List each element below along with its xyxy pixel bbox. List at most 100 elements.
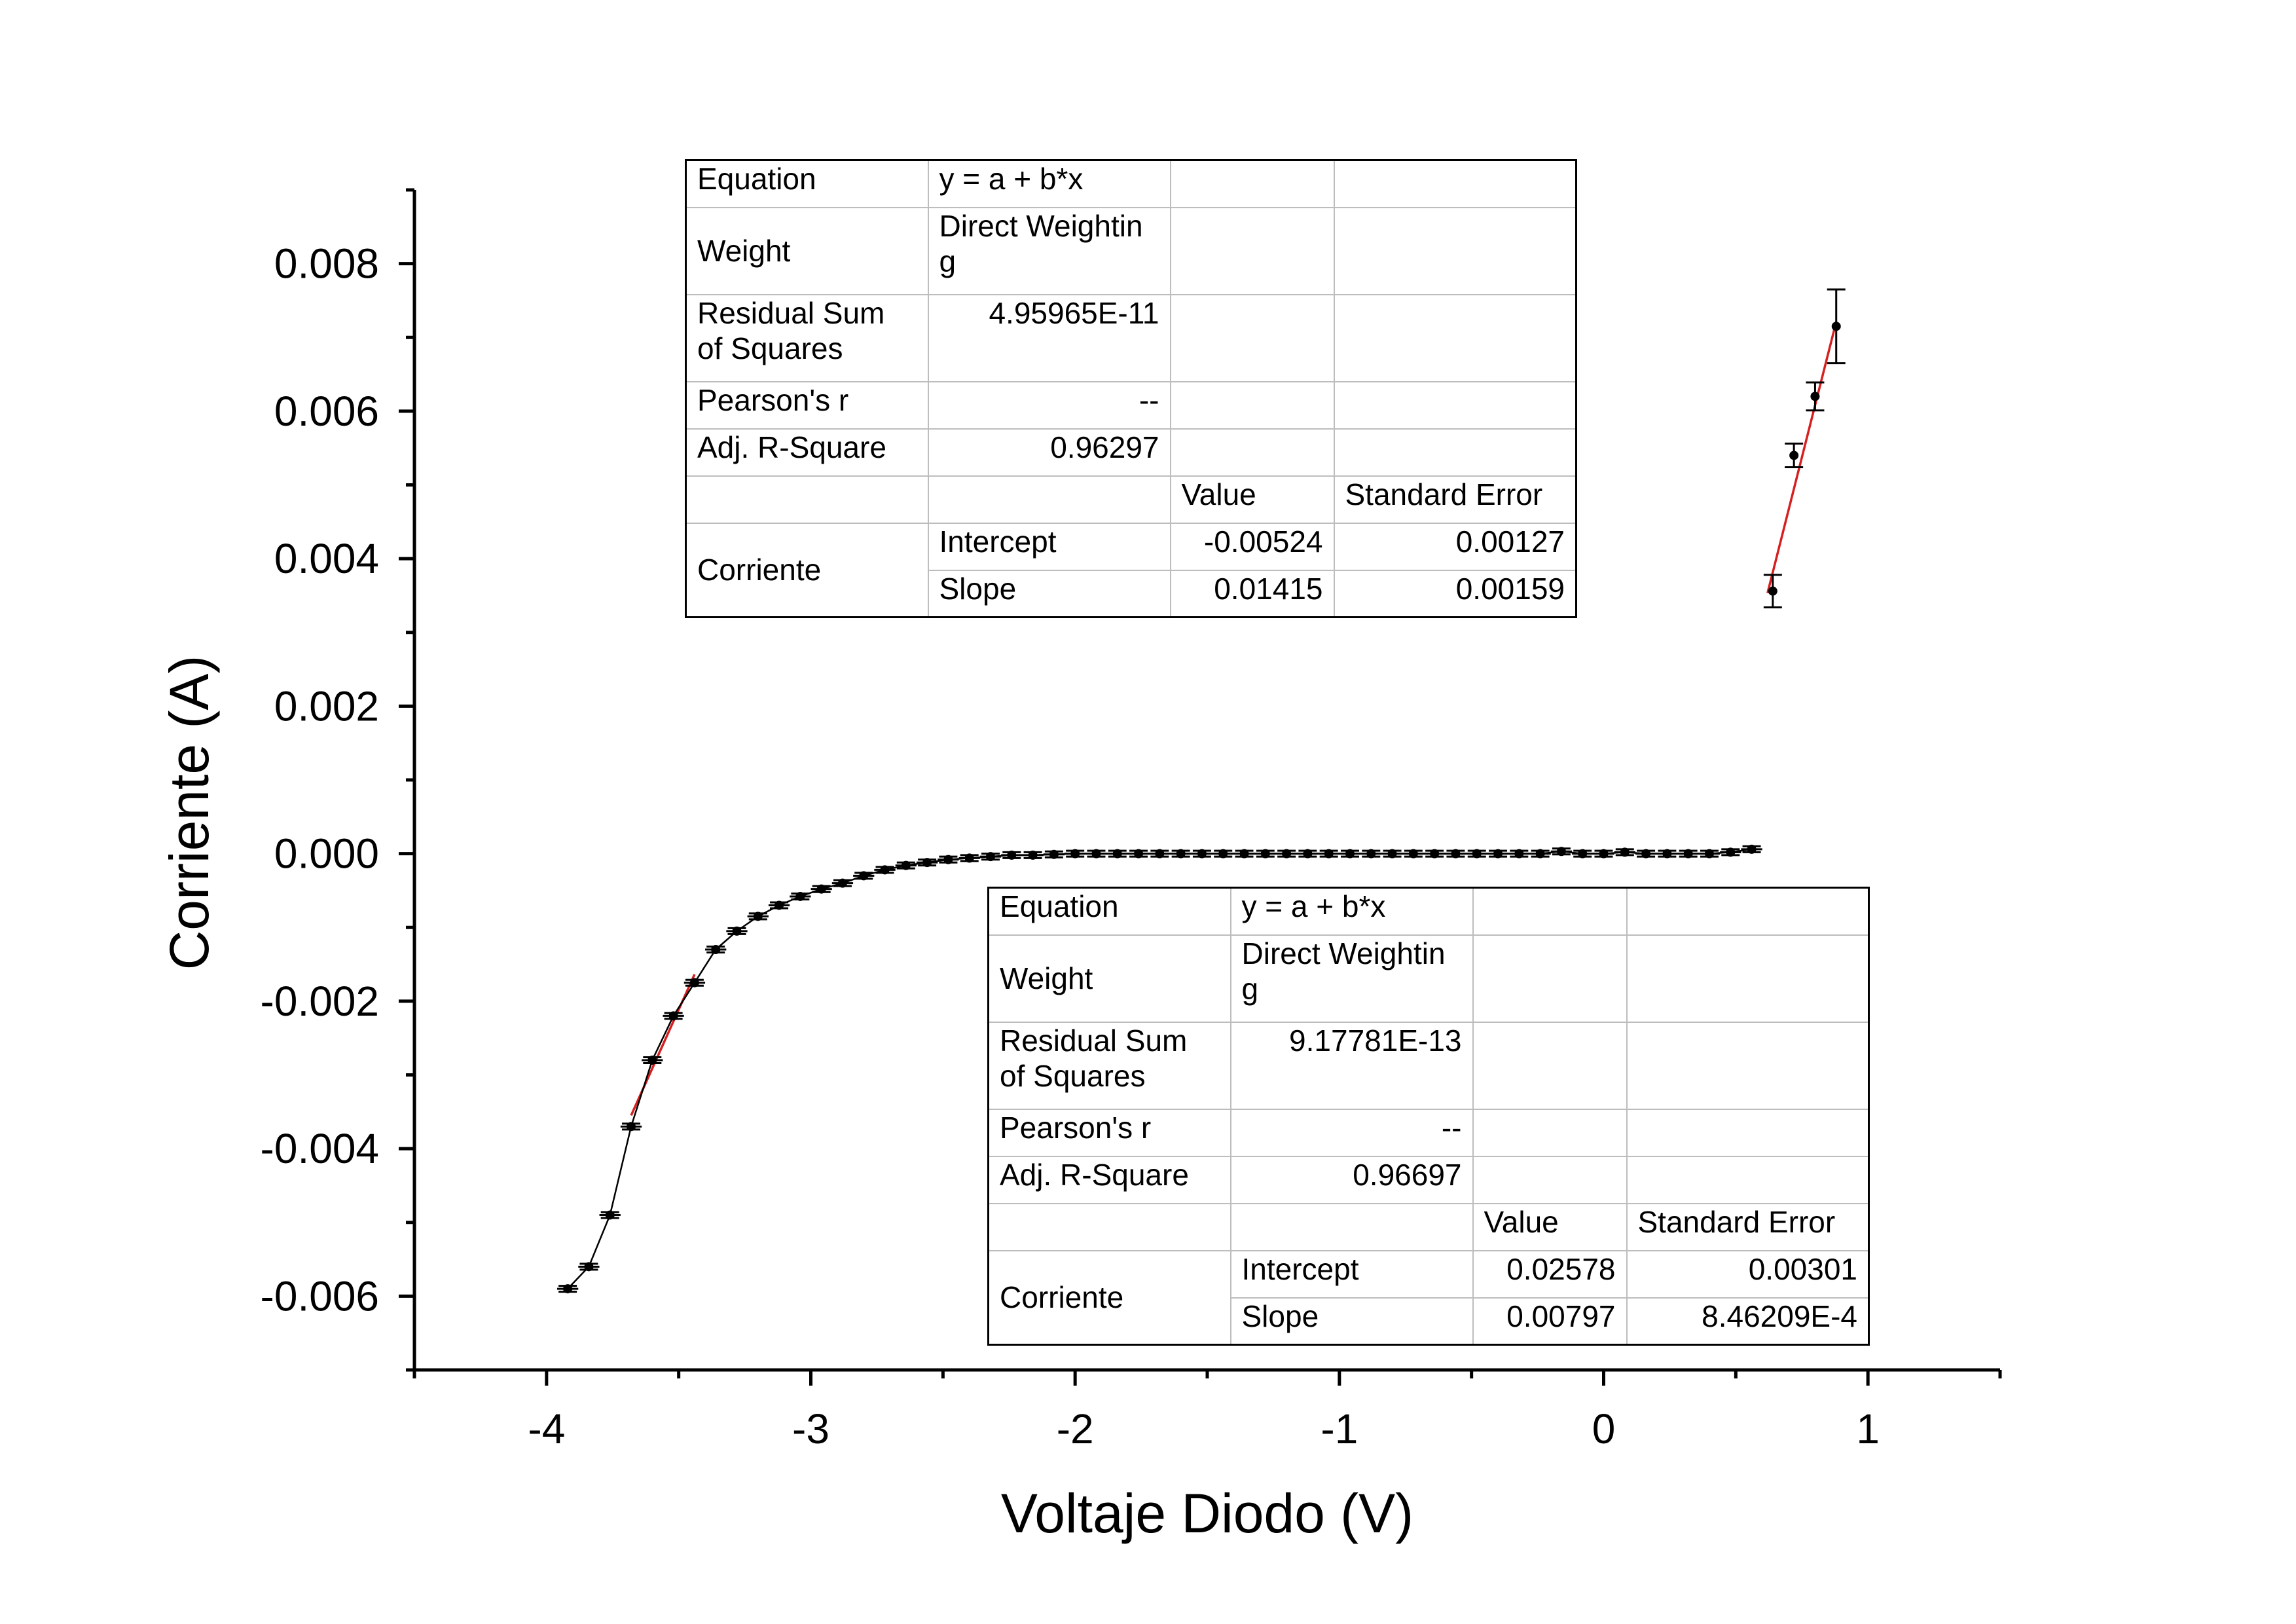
stats-label: Pearson's r [987, 1108, 1231, 1157]
data-point [1212, 849, 1234, 858]
point-marker [711, 945, 721, 955]
point-marker [1662, 849, 1672, 858]
point-marker [859, 871, 869, 881]
stats-value: 0.96297 [927, 428, 1171, 477]
stats-label: Equation [685, 159, 929, 208]
data-point [1022, 850, 1044, 860]
y-tick-label: -0.002 [261, 978, 379, 1025]
point-marker [1303, 849, 1313, 858]
point-marker [1028, 850, 1038, 860]
data-point [1085, 849, 1107, 858]
point-marker [689, 978, 699, 987]
data-point [705, 945, 727, 955]
data-point [1170, 849, 1192, 858]
data-point [1698, 849, 1721, 858]
data-point [1424, 849, 1446, 858]
point-marker [605, 1210, 615, 1220]
point-marker [1726, 847, 1736, 857]
y-tick-label: 0.004 [274, 535, 379, 582]
data-point [1297, 849, 1319, 858]
data-point [1572, 849, 1594, 858]
fit-stats-table-upper: Equation y = a + b*x Weight Direct Weigh… [685, 159, 1577, 618]
data-point [578, 1262, 600, 1272]
point-marker [668, 1011, 678, 1021]
point-marker [880, 865, 890, 875]
data-point [642, 1055, 663, 1065]
data-points [556, 288, 1846, 1294]
point-marker [1493, 849, 1503, 858]
stats-header: Standard Error [1333, 475, 1577, 524]
point-marker [985, 852, 995, 862]
data-point [768, 900, 790, 910]
data-point [1466, 849, 1487, 858]
stats-value: 0.02578 [1472, 1249, 1628, 1299]
point-marker [1134, 849, 1144, 858]
stats-value: 0.00797 [1472, 1297, 1628, 1346]
data-point [811, 884, 832, 894]
stats-label: Weight [685, 206, 929, 295]
data-point [1785, 442, 1804, 468]
data-point [1656, 849, 1678, 858]
stats-value: 9.17781E-13 [1230, 1021, 1474, 1110]
point-marker [1155, 849, 1165, 858]
x-tick-label: -1 [1321, 1405, 1358, 1452]
data-point [853, 871, 875, 881]
data-point [683, 978, 706, 987]
point-marker [1704, 849, 1714, 858]
data-point [1720, 847, 1741, 857]
point-marker [837, 878, 847, 888]
stats-label: Slope [927, 569, 1171, 618]
data-point [1149, 849, 1171, 858]
y-tick-label: 0.006 [274, 388, 379, 435]
point-marker [1070, 849, 1080, 858]
data-point [1677, 849, 1699, 858]
data-point [1106, 849, 1128, 858]
stats-value: -- [927, 380, 1171, 430]
data-point [1339, 849, 1361, 858]
data-point [1001, 850, 1023, 860]
point-marker [732, 926, 742, 936]
x-tick-label: -4 [528, 1405, 565, 1452]
point-marker [627, 1122, 636, 1132]
data-point [1614, 847, 1635, 857]
point-marker [1282, 849, 1292, 858]
data-point [1191, 849, 1213, 858]
data-point [1318, 849, 1339, 858]
data-point [1275, 849, 1298, 858]
data-point [1065, 849, 1086, 858]
point-marker [647, 1055, 657, 1065]
data-point [663, 1011, 684, 1021]
point-marker [943, 855, 953, 864]
stats-label: Corriente [987, 1249, 1231, 1346]
point-marker [1578, 849, 1588, 858]
stats-value: y = a + b*x [927, 159, 1171, 208]
axes: -4 -3 -2 -1 0 1 -0.006 -0.004 -0.002 0.000 0.002 0.… [261, 188, 2002, 1452]
point-marker [1683, 849, 1693, 858]
y-tick-label: 0.000 [274, 830, 379, 877]
stats-header: Value [1169, 475, 1335, 524]
data-point [1593, 849, 1614, 858]
point-marker [1112, 849, 1122, 858]
point-marker [1260, 849, 1270, 858]
point-marker [563, 1284, 573, 1294]
data-point [747, 912, 769, 921]
point-marker [1408, 849, 1418, 858]
stats-label: Weight [987, 934, 1231, 1023]
point-marker [1556, 847, 1566, 857]
data-point [1529, 849, 1551, 858]
point-marker [795, 891, 805, 901]
x-tick-label: 0 [1592, 1405, 1616, 1452]
data-point [1445, 849, 1467, 858]
point-marker [1599, 849, 1609, 858]
y-axis-title: Corriente (A) [158, 655, 220, 970]
point-marker [1049, 849, 1059, 859]
data-point [1508, 849, 1530, 858]
stats-value: 0.96697 [1230, 1155, 1474, 1204]
point-marker [1789, 451, 1799, 460]
data-point [916, 858, 938, 868]
y-tick-label: 0.002 [274, 682, 379, 729]
stats-header: Standard Error [1626, 1202, 1870, 1251]
point-marker [1641, 849, 1651, 858]
data-point [726, 926, 748, 936]
